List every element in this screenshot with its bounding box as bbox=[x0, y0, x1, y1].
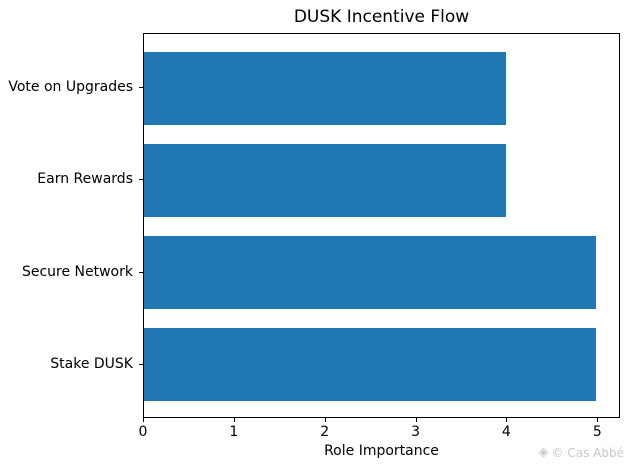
bar bbox=[144, 143, 506, 218]
x-tick-mark bbox=[415, 418, 417, 422]
x-tick-label: 1 bbox=[229, 424, 239, 440]
watermark-text: © Cas Abbé bbox=[551, 445, 624, 460]
x-tick-mark bbox=[597, 418, 599, 422]
bar bbox=[144, 235, 597, 310]
x-tick-mark bbox=[324, 418, 326, 422]
x-tick-label: 5 bbox=[592, 424, 602, 440]
y-tick-label: Earn Rewards bbox=[37, 171, 133, 188]
y-tick-label: Vote on Upgrades bbox=[8, 79, 133, 96]
bar bbox=[144, 51, 506, 126]
x-axis-label: Role Importance bbox=[324, 443, 439, 459]
chart-title: DUSK Incentive Flow bbox=[293, 7, 470, 27]
y-tick-mark bbox=[139, 179, 143, 181]
x-tick-label: 0 bbox=[138, 424, 148, 440]
y-tick-label: Stake DUSK bbox=[50, 355, 133, 372]
x-tick-label: 2 bbox=[320, 424, 330, 440]
watermark: ◈ © Cas Abbé bbox=[539, 445, 624, 460]
bar bbox=[144, 327, 597, 402]
y-tick-label: Secure Network bbox=[21, 263, 133, 280]
y-tick-mark bbox=[139, 363, 143, 365]
x-tick-mark bbox=[506, 418, 508, 422]
x-tick-mark bbox=[233, 418, 235, 422]
y-tick-mark bbox=[139, 271, 143, 273]
y-tick-mark bbox=[139, 87, 143, 89]
x-tick-label: 4 bbox=[501, 424, 511, 440]
x-tick-mark bbox=[143, 418, 144, 422]
plot-area bbox=[143, 33, 620, 418]
x-tick-label: 3 bbox=[411, 424, 421, 440]
diamond-gem-icon: ◈ bbox=[538, 445, 549, 460]
